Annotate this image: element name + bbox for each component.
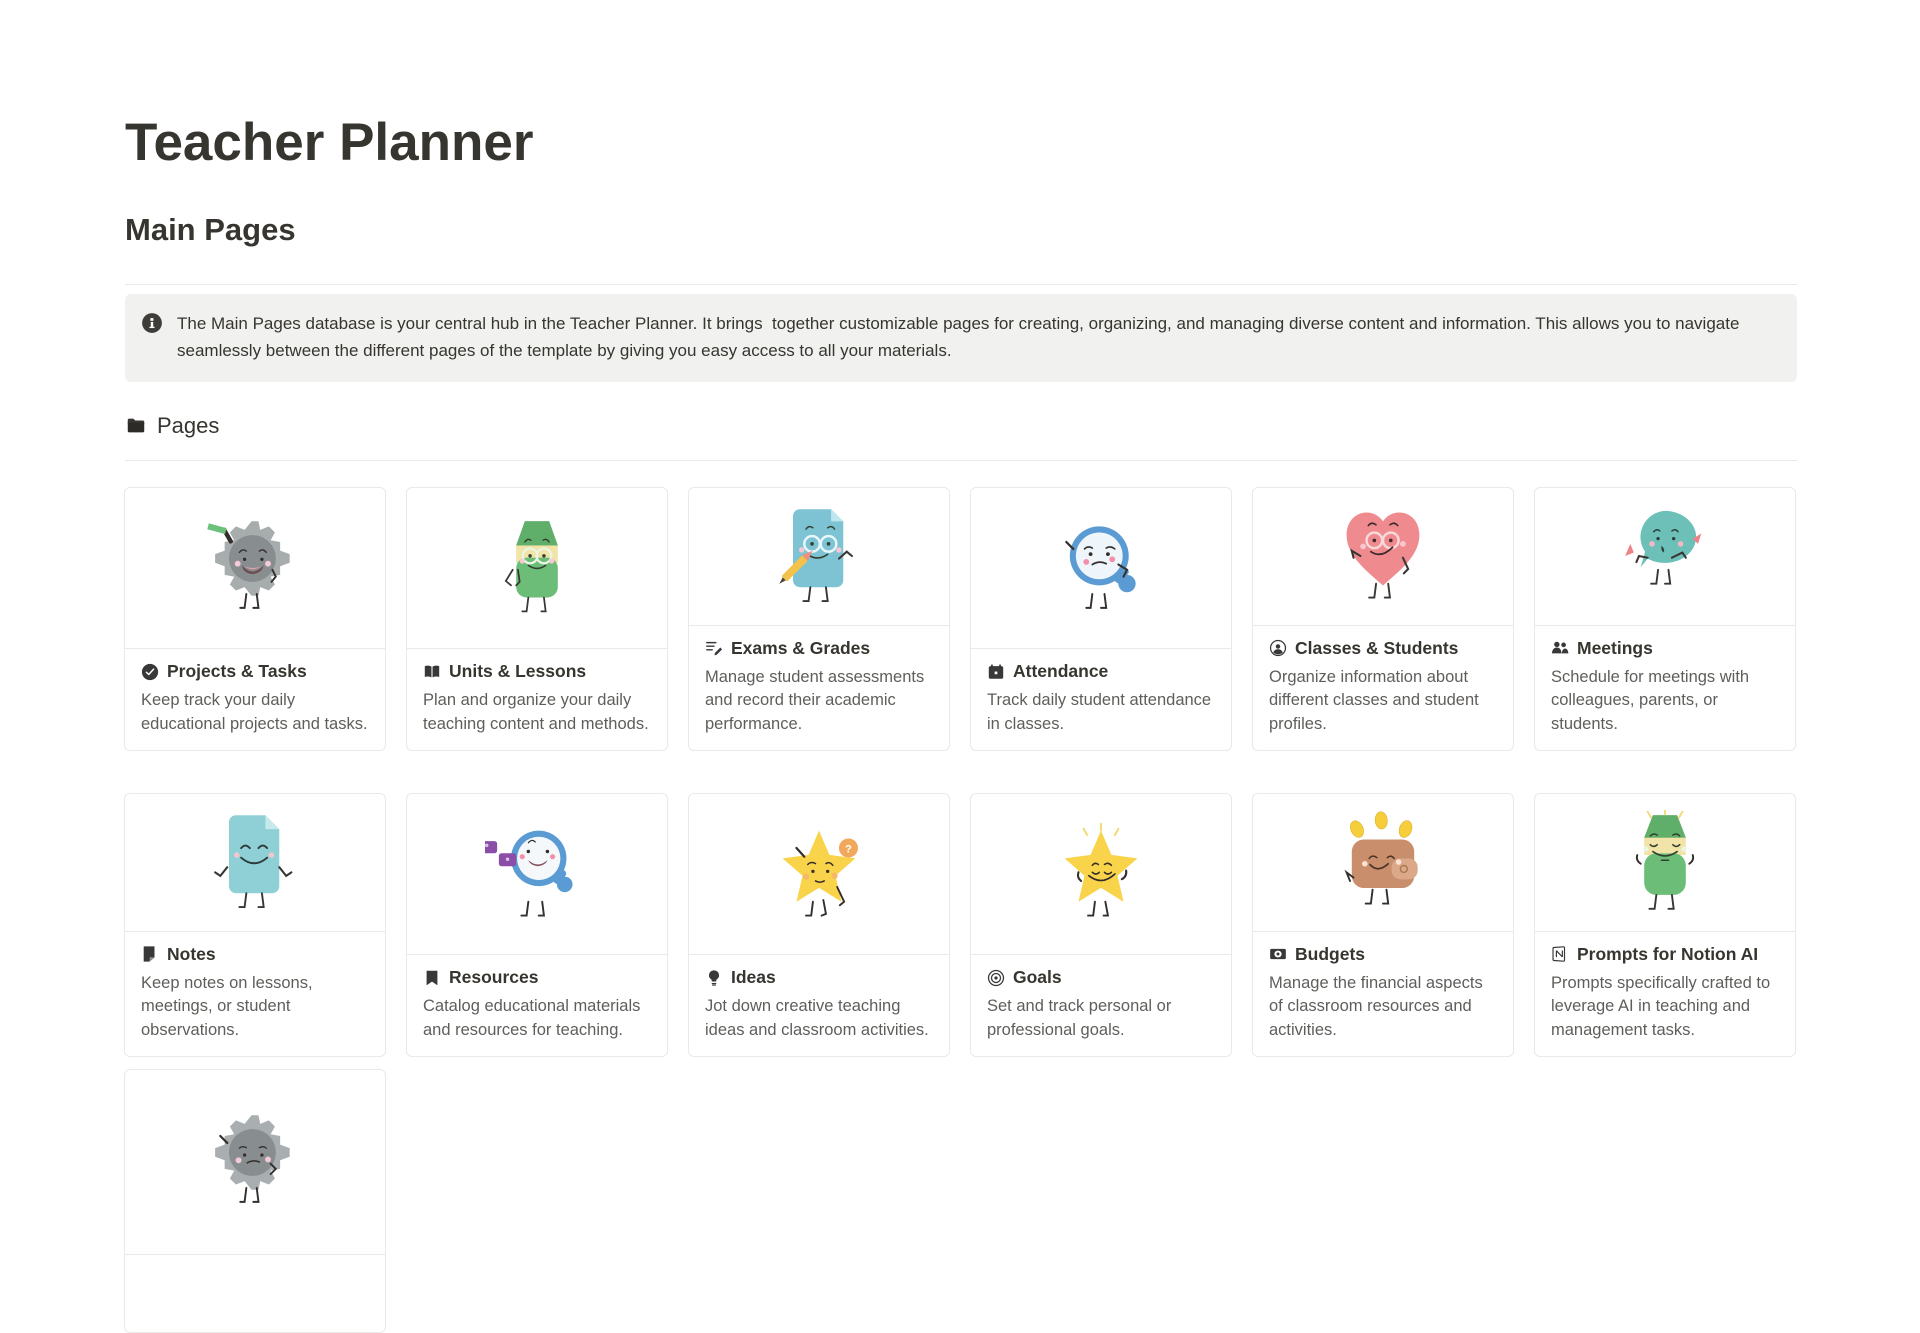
- svg-text:?: ?: [845, 843, 852, 855]
